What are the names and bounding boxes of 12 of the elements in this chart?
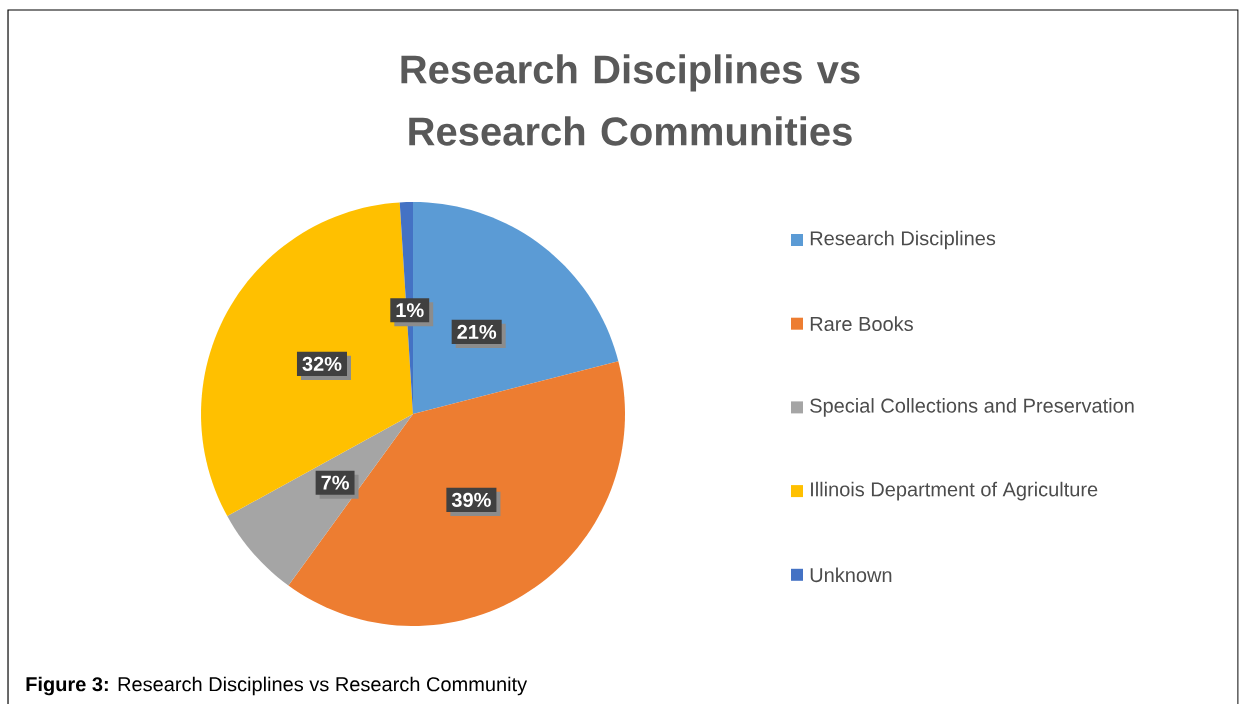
legend-label: Illinois Department of Agriculture [811,481,1098,501]
legend-label: Research Disciplines [810,230,996,250]
legend-label: Unknown [810,567,892,583]
data-label: 32% [302,357,342,372]
chart-title: Research Disciplines vs Research Communities [401,54,860,146]
data-label: 21% [457,325,497,340]
legend-label: Rare Books [810,316,913,332]
legend-label: Special Collections and Preservation [810,398,1134,417]
data-label: 7% [321,475,350,490]
data-label: 39% [451,493,491,508]
text: Figure 3: Research Disciplines vs Research Community [26,676,528,696]
data-label: 1% [396,303,424,318]
